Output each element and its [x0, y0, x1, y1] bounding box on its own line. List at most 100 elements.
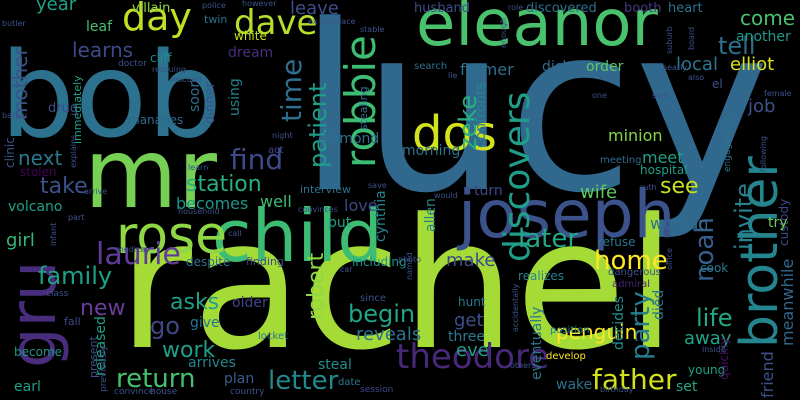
word-fall: fall — [64, 315, 81, 328]
word-ruth: ruth — [640, 183, 657, 192]
word-order: order — [586, 59, 624, 75]
word-office: office — [665, 248, 674, 270]
word-manages: manages — [128, 113, 184, 127]
word-laurie: laurie — [96, 237, 181, 272]
word-learn: learn — [188, 163, 209, 172]
word-locket: locket — [258, 331, 288, 342]
word-former: former — [460, 60, 514, 79]
word-come: come — [740, 6, 796, 30]
word-try: try — [768, 215, 788, 231]
word-el: el — [712, 77, 723, 91]
word-become: become — [14, 345, 63, 359]
word-another: another — [736, 29, 791, 45]
word-stolen: stolen — [20, 165, 57, 179]
word-named: named — [405, 252, 414, 280]
word-asks: asks — [170, 290, 220, 315]
word-away: away — [684, 328, 732, 349]
word-inside: inside — [702, 345, 726, 354]
word-lucy: lucy — [298, 0, 771, 244]
word-turn: turn — [474, 183, 503, 199]
word-theodore: theodore — [396, 337, 550, 377]
word-suburb: suburb — [665, 26, 674, 54]
word-rachel: rachel — [118, 181, 677, 390]
word-put: put — [328, 215, 352, 231]
word-job: job — [748, 96, 776, 117]
word-role: role — [508, 3, 524, 12]
word-young: young — [688, 363, 726, 377]
word-work: work — [162, 338, 216, 363]
word-well: well — [260, 192, 292, 211]
word-booth: booth — [624, 1, 662, 16]
word-wife: wife — [580, 182, 618, 203]
word-friend: friend — [758, 351, 777, 398]
word-drug: drug — [48, 101, 79, 116]
word-nearly: nearly — [662, 63, 688, 72]
word-minion: minion — [608, 126, 663, 145]
word-discovered: discovered — [526, 1, 597, 16]
word-admiral: admiral — [612, 279, 651, 290]
word-next: next — [18, 146, 63, 170]
word-tell: tell — [718, 32, 756, 60]
word-day: day — [122, 0, 192, 39]
word-enough: enough — [499, 17, 508, 48]
word-following: following — [759, 136, 768, 172]
word-reveals: reveals — [356, 324, 422, 345]
word-go: go — [150, 312, 180, 340]
word-confronts: confronts — [473, 82, 489, 148]
word-class: class — [46, 289, 69, 299]
word-dangerous: dangerous — [608, 267, 661, 278]
word-call: call — [228, 229, 242, 238]
word-eleanor: eleanor — [416, 0, 658, 61]
word-letter: letter — [268, 366, 339, 396]
word-interview: interview — [300, 183, 351, 196]
word-return: return — [116, 364, 196, 394]
word-twin: twin — [204, 13, 228, 26]
word-despite: despite — [186, 255, 231, 269]
word-begin: begin — [348, 300, 416, 328]
word-joseph: joseph — [458, 176, 676, 253]
word-leaf: leaf — [86, 19, 113, 35]
word-also: also — [688, 73, 705, 82]
word-family: family — [38, 262, 113, 290]
word-child: child — [212, 194, 383, 278]
word-convince: convince — [114, 387, 155, 397]
word-clinic: clinic — [3, 137, 17, 168]
word-patient: patient — [304, 82, 332, 168]
word-decides: decides — [611, 296, 627, 350]
word-one: one — [592, 91, 607, 100]
word-penguin: penguin — [556, 320, 638, 344]
word-wake: wake — [556, 377, 593, 393]
word-give: give — [190, 315, 220, 331]
word-stealing: stealing — [357, 86, 370, 130]
word-leave: leave — [290, 0, 339, 19]
word-mr: mr — [84, 118, 217, 230]
word-new: new — [80, 296, 126, 321]
word-act: act — [268, 145, 284, 156]
word-arrive: arrive — [84, 187, 108, 196]
word-ex-necklace: ex necklace — [308, 17, 356, 26]
word-becomes: becomes — [176, 194, 249, 213]
word-learns: learns — [72, 38, 134, 62]
word-life: life — [696, 304, 733, 332]
word-local: local — [676, 54, 718, 75]
word-eve: eve — [456, 340, 489, 361]
word-search: search — [414, 61, 448, 72]
word-infant: infant — [49, 222, 58, 246]
word-arrives: arrives — [188, 355, 236, 371]
word-year: year — [36, 0, 77, 15]
word-quickly: quickly — [717, 337, 731, 380]
word-stable: stable — [360, 25, 385, 34]
word-white: white — [234, 29, 267, 43]
word-father: father — [592, 363, 677, 396]
word-cook: cook — [700, 261, 729, 275]
word-others: others — [510, 361, 536, 370]
word-heart: heart — [668, 1, 703, 16]
word-female: female — [764, 89, 792, 98]
word-immediately: immediately — [71, 75, 84, 144]
word-engagement: engagement — [723, 114, 733, 172]
word-barely: barely — [2, 111, 27, 120]
word-woman: woman — [650, 214, 709, 233]
word-butler: butler — [2, 19, 26, 28]
word-sam: sam — [652, 91, 669, 100]
